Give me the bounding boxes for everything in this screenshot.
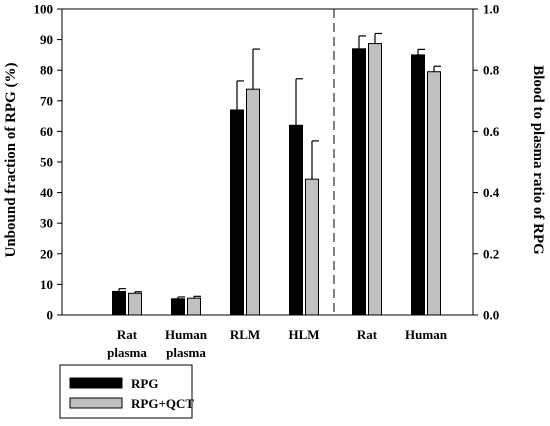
bars bbox=[112, 9, 441, 316]
right-tick-label: 0.2 bbox=[483, 246, 499, 261]
left-tick-label: 40 bbox=[40, 185, 53, 200]
legend-box bbox=[59, 364, 193, 419]
category-label: Rat bbox=[117, 327, 138, 342]
left-tick-label: 60 bbox=[40, 124, 53, 139]
bar-rpg bbox=[230, 109, 244, 316]
bar-rpg bbox=[289, 124, 303, 316]
left-tick-label: 0 bbox=[47, 308, 54, 323]
left-axis-title: Unbound fraction of RPG (%) bbox=[3, 62, 19, 257]
bar-rpg bbox=[352, 48, 366, 316]
bar-rpg bbox=[112, 290, 126, 316]
bar-rpg-qct bbox=[305, 178, 319, 316]
legend-swatch-rpg bbox=[69, 377, 123, 389]
right-tick-label: 0.0 bbox=[483, 308, 499, 323]
right-axis-title: Blood to plasma ratio of RPG bbox=[530, 65, 546, 255]
bar-rpg-qct bbox=[246, 88, 260, 316]
bar-rpg bbox=[411, 54, 425, 316]
legend-swatch-rpg-qct bbox=[69, 397, 123, 409]
category-label: plasma bbox=[107, 345, 147, 360]
right-tick-label: 0.6 bbox=[483, 124, 500, 139]
legend-label-rpg: RPG bbox=[131, 376, 158, 391]
left-tick-label: 20 bbox=[40, 246, 53, 261]
category-label: Human bbox=[165, 327, 208, 342]
right-tick-label: 1.0 bbox=[483, 2, 499, 17]
category-label: RLM bbox=[230, 327, 260, 342]
category-label: HLM bbox=[288, 327, 319, 342]
bar-rpg-qct bbox=[187, 297, 201, 316]
bar-rpg-qct bbox=[368, 43, 382, 316]
legend: RPG RPG+QCT bbox=[59, 364, 194, 419]
right-axis-ticks: 0.0 0.2 0.4 0.6 0.8 1.0 bbox=[473, 2, 500, 323]
left-tick-label: 50 bbox=[40, 155, 53, 170]
category-label: Rat bbox=[357, 327, 378, 342]
bar-rpg bbox=[171, 298, 185, 316]
bar-rpg-qct bbox=[427, 71, 441, 316]
left-tick-label: 100 bbox=[34, 2, 54, 17]
right-tick-label: 0.8 bbox=[483, 63, 500, 78]
left-axis-ticks: 0 10 20 30 40 50 60 70 80 90 100 bbox=[34, 2, 62, 323]
left-tick-label: 70 bbox=[40, 93, 53, 108]
left-tick-label: 90 bbox=[40, 32, 53, 47]
left-tick-label: 80 bbox=[40, 63, 53, 78]
category-label: Human bbox=[405, 327, 448, 342]
bar-rpg-qct bbox=[128, 292, 142, 316]
legend-label-rpg-qct: RPG+QCT bbox=[131, 396, 194, 411]
right-tick-label: 0.4 bbox=[483, 185, 500, 200]
left-tick-label: 30 bbox=[40, 216, 53, 231]
category-label: plasma bbox=[166, 345, 206, 360]
left-tick-label: 10 bbox=[40, 277, 53, 292]
category-labels: Rat plasma Human plasma RLM HLM Rat Human bbox=[107, 327, 448, 360]
